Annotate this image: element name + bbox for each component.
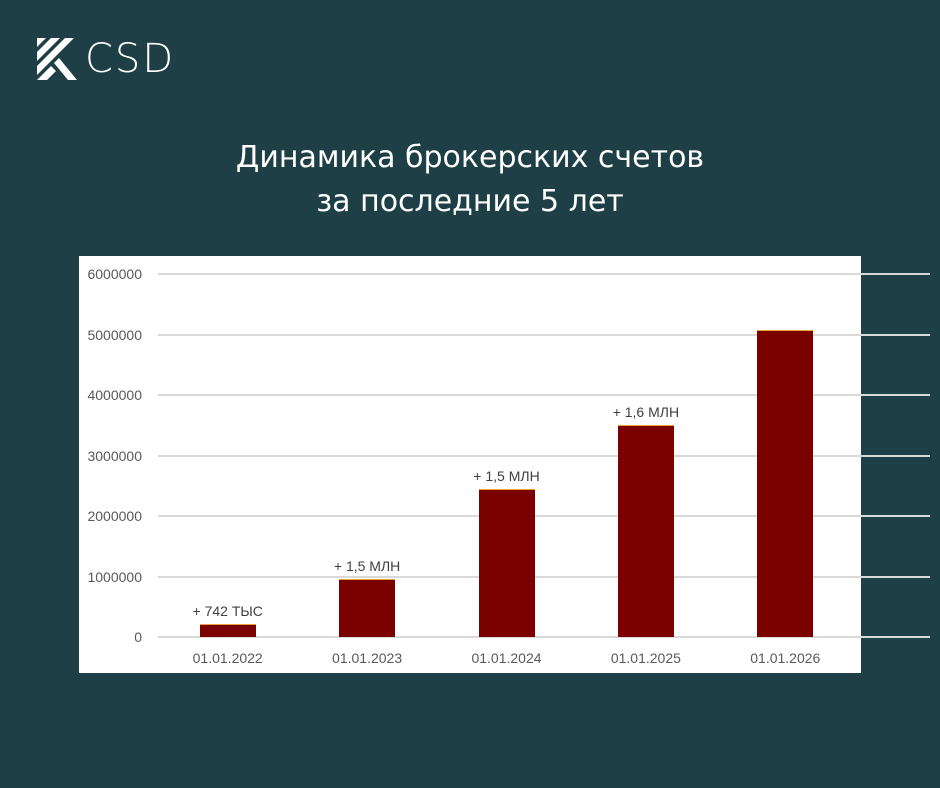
gridline: [158, 636, 930, 638]
bar-annotation: + 742 ТЫС: [192, 603, 263, 620]
bar-annotation: + 1,6 МЛН: [612, 404, 680, 421]
x-axis-tick: 01.01.2025: [610, 650, 681, 666]
title-line-2: за последние 5 лет: [316, 184, 624, 219]
y-axis-tick: 6000000: [87, 266, 142, 282]
bar-annotation: + 1,5 МЛН: [473, 467, 540, 484]
gridline: [158, 333, 930, 336]
gridline: [158, 515, 930, 517]
y-axis-tick: 2000000: [87, 508, 142, 524]
y-axis-tick: 3000000: [87, 447, 142, 464]
x-axis-tick: 01.01.2026: [750, 650, 821, 666]
y-axis-tick: 1000000: [87, 568, 142, 585]
gridline: [158, 454, 930, 457]
y-axis-tick: 4000000: [87, 387, 142, 403]
gridline: [158, 394, 930, 396]
k-stripes-logo-icon: [37, 38, 77, 80]
gridline: [158, 575, 930, 578]
brand-logo: CSD: [37, 38, 175, 80]
bar-01.01.2026: [757, 330, 814, 637]
title-line-1: Динамика брокерских счетов: [235, 140, 705, 175]
x-axis-tick: 01.01.2024: [471, 650, 542, 666]
bar-annotation: + 1,5 МЛН: [333, 557, 401, 574]
brand-name: CSD: [85, 36, 176, 82]
page-title: Динамика брокерских счетов за последние …: [0, 136, 940, 224]
x-axis-tick: 01.01.2023: [332, 650, 403, 666]
gridline: [158, 273, 930, 275]
y-axis-tick: 5000000: [87, 326, 142, 343]
x-axis-tick: 01.01.2022: [192, 650, 263, 666]
bar-01.01.2023: [339, 578, 396, 637]
y-axis-tick: 0: [134, 629, 142, 645]
bar-chart: 0 1000000 2000000 3000000 4000000 5000000 6000…: [79, 256, 930, 673]
bar-01.01.2025: [617, 425, 674, 637]
bar-01.01.2024: [478, 488, 535, 637]
bar-01.01.2022: [199, 624, 256, 637]
